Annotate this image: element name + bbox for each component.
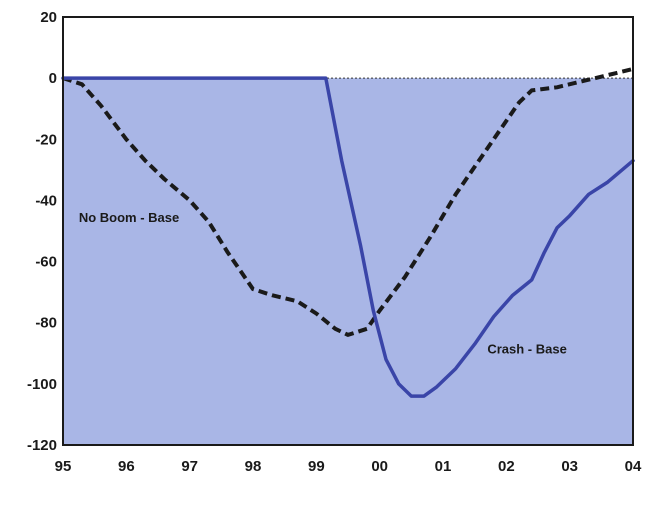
y-tick-label: -20 <box>35 131 57 148</box>
x-tick-label: 99 <box>308 458 325 475</box>
y-tick-label: -100 <box>27 376 57 393</box>
series-line-no-boom-base <box>62 67 634 337</box>
x-tick-label: 02 <box>498 458 515 475</box>
y-tick-label: -40 <box>35 192 57 209</box>
x-tick-label: 03 <box>561 458 578 475</box>
series-line-crash-base <box>61 76 635 398</box>
y-tick-label: -120 <box>27 437 57 454</box>
plot-frame <box>62 16 634 446</box>
y-tick-label: 20 <box>40 9 57 26</box>
x-tick-label: 98 <box>245 458 262 475</box>
x-tick-label: 96 <box>118 458 135 475</box>
x-tick-label: 97 <box>181 458 198 475</box>
x-axis-tick-labels: 95 96 97 98 99 00 01 02 03 04 <box>55 458 642 475</box>
x-tick-label: 04 <box>625 458 642 475</box>
series-annotation-label: No Boom - Base <box>79 210 179 225</box>
series-layer <box>61 67 635 398</box>
x-tick-label: 00 <box>371 458 388 475</box>
negative-region-fill <box>63 78 633 446</box>
series-annotation-label: Crash - Base <box>487 341 566 356</box>
y-tick-label: -60 <box>35 254 57 271</box>
y-axis-tick-labels: 20 0 -20 -40 -60 -80 -100 -120 <box>27 9 57 454</box>
x-tick-label: 95 <box>55 458 72 475</box>
x-tick-label: 01 <box>435 458 452 475</box>
y-tick-label: 0 <box>49 70 57 87</box>
y-tick-label: -80 <box>35 315 57 332</box>
series-annotations: No Boom - Base Crash - Base <box>79 210 567 356</box>
